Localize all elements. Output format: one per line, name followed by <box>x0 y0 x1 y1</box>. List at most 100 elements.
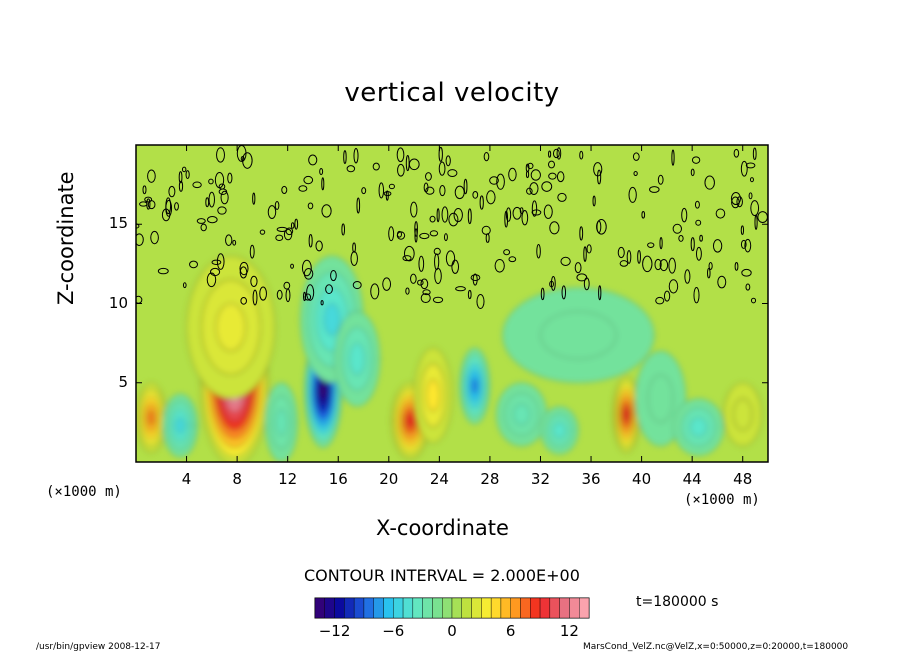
contour-scribble <box>283 228 293 241</box>
contour-scribble <box>419 232 430 240</box>
contour-scribble <box>504 210 509 228</box>
contour-scribble <box>579 226 584 241</box>
contour-scribble <box>320 300 324 306</box>
contour-scribble <box>433 247 441 256</box>
contour-scribble <box>530 169 541 181</box>
contour-scribble <box>659 259 669 272</box>
colorbar-cell <box>393 597 404 619</box>
contour-scribble <box>548 172 557 180</box>
contour-feature-13-level-5 <box>623 407 630 422</box>
contour-scribble <box>527 162 534 170</box>
contour-scribble <box>448 212 459 227</box>
contour-scribble <box>397 163 405 177</box>
contour-feature-1-level-3 <box>175 417 185 434</box>
contour-scribble <box>598 285 602 301</box>
contour-scribble <box>142 185 147 195</box>
contour-scribble <box>422 289 431 296</box>
contour-scribble <box>740 160 748 177</box>
x-tick-label: 44 <box>682 470 702 488</box>
contour-scribble <box>274 201 280 211</box>
x-tick-label: 48 <box>733 470 753 488</box>
contour-scribble <box>321 177 325 191</box>
contour-scribble <box>216 147 226 163</box>
contour-scribble <box>649 186 660 193</box>
contour-feature-16-level-1 <box>732 398 753 431</box>
time-label: t=180000 s <box>636 594 719 610</box>
contour-scribble <box>695 246 702 261</box>
contour-scribble <box>217 206 227 215</box>
contour-scribble <box>684 269 691 284</box>
contour-scribble <box>659 236 663 250</box>
x-axis-ticks <box>186 145 744 462</box>
colorbar-cell <box>461 597 472 619</box>
contour-scribble <box>178 171 183 184</box>
contour-scribble <box>694 200 700 209</box>
colorbar-cell <box>324 597 335 619</box>
x-unit-left: (×1000 m) <box>46 484 122 500</box>
contour-scribble <box>306 284 315 301</box>
colorbar-tick-label: −12 <box>318 622 351 640</box>
contour-scribble <box>438 146 443 162</box>
contour-scribble <box>576 273 588 282</box>
contour-scribble <box>308 234 313 248</box>
contour-scribble <box>641 211 646 219</box>
contour-scribble <box>754 214 758 230</box>
contour-scribble <box>220 190 229 205</box>
x-tick-label: 24 <box>429 470 449 488</box>
contour-scribble <box>467 208 472 225</box>
contour-scribble <box>597 169 602 185</box>
contour-scribble <box>205 197 210 208</box>
contour-scribble <box>536 243 541 259</box>
contour-scribble <box>402 255 412 262</box>
contour-scribble <box>733 148 740 158</box>
contour-scribble <box>548 160 555 169</box>
contour-scribble <box>707 267 711 279</box>
contour-scribble <box>206 272 217 288</box>
colorbar-cell <box>353 597 365 619</box>
contour-scribble <box>420 278 429 290</box>
contour-feature-9-level-2 <box>426 379 440 412</box>
contour-scribble <box>734 262 739 271</box>
contour-scribble <box>654 258 662 271</box>
contour-scribble <box>388 226 395 242</box>
contour-scribble <box>396 147 405 163</box>
contour-scribble <box>481 225 491 235</box>
contour-scribble <box>744 238 752 253</box>
contour-scribble <box>178 180 184 192</box>
contour-scribble <box>239 261 249 276</box>
colorbar-cell <box>344 597 355 619</box>
y-tick-label: 10 <box>108 293 128 312</box>
contour-scribble <box>503 249 511 256</box>
contour-scribble <box>633 170 638 177</box>
contour-scribble <box>383 191 392 197</box>
contour-scribble <box>619 260 629 267</box>
contour-scribble <box>432 296 444 304</box>
contour-scribble <box>443 233 448 242</box>
contour-feature-10-level-4 <box>471 378 479 394</box>
contour-scribble <box>378 182 385 199</box>
contour-scribble <box>715 208 726 219</box>
contour-scribble <box>586 244 592 254</box>
contour-scribble <box>531 200 538 217</box>
colorbar-tick-label: 6 <box>505 622 516 640</box>
y-axis-ticks <box>136 223 768 384</box>
contour-scribble <box>308 154 318 166</box>
contour-scribble <box>494 258 505 273</box>
contour-scribble <box>748 192 753 200</box>
contour-scribble <box>285 288 291 303</box>
contour-scribble <box>485 233 490 243</box>
contour-scribble <box>429 230 439 237</box>
contour-scribble <box>519 207 524 214</box>
contour-scribble <box>405 155 410 172</box>
contour-scribble <box>750 297 757 304</box>
contour-scribble <box>731 196 740 209</box>
colorbar-cell <box>559 597 570 619</box>
contour-scribble <box>240 296 247 305</box>
contour-scribble <box>525 170 530 179</box>
contour-scribble <box>690 237 695 252</box>
contour-scribble <box>489 176 499 185</box>
contour-scribble <box>225 234 233 246</box>
contour-scribble <box>144 196 153 203</box>
contour-scribble <box>303 175 314 185</box>
contour-scribble <box>414 221 418 237</box>
